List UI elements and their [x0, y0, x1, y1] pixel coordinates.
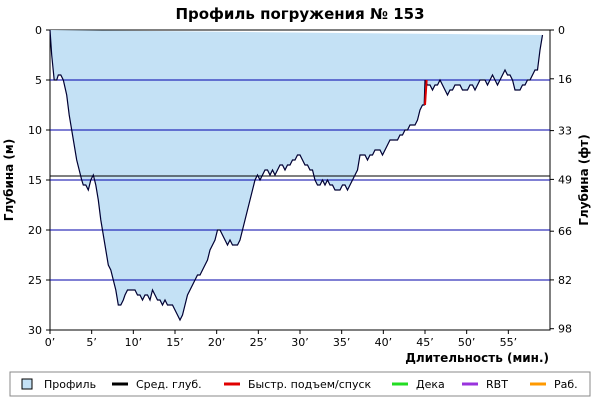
legend-label: Профиль — [44, 378, 96, 391]
y-right-tick-label: 16 — [558, 73, 572, 86]
y-left-tick-label: 0 — [35, 24, 42, 37]
x-tick-label: 5’ — [86, 336, 97, 349]
x-tick-label: 0’ — [45, 336, 56, 349]
y-right-tick-label: 98 — [558, 323, 572, 336]
y-left-tick-label: 5 — [35, 74, 42, 87]
x-tick-label: 20’ — [208, 336, 226, 349]
y-axis-right-ticks: 0 16 33 49 66 82 98 — [550, 24, 572, 336]
x-tick-label: 10’ — [125, 336, 143, 349]
x-axis-title: Длительность (мин.) — [405, 351, 549, 365]
y-right-tick-label: 49 — [558, 173, 572, 186]
y-axis-right-title: Глубина (фт) — [577, 134, 591, 225]
legend: Профиль Сред. глуб. Быстр. подъем/спуск Дек… — [9, 371, 591, 397]
legend-label: Сред. глуб. — [136, 378, 202, 391]
x-tick-label: 55’ — [500, 336, 518, 349]
legend-box — [9, 371, 591, 397]
legend-label: Раб. — [554, 378, 578, 391]
y-right-tick-label: 33 — [558, 125, 572, 138]
profile-area — [50, 30, 543, 320]
profile-line — [49, 29, 544, 322]
y-left-tick-label: 20 — [28, 224, 42, 237]
x-tick-label: 45’ — [416, 336, 434, 349]
legend-swatch — [21, 378, 33, 390]
x-tick-label: 50’ — [458, 336, 476, 349]
chart-title: Профиль погружения № 153 — [175, 5, 424, 23]
y-axis-left-ticks: 0 5 10 15 20 25 30 — [28, 24, 50, 337]
x-tick-label: 35’ — [333, 336, 351, 349]
y-left-tick-label: 15 — [28, 174, 42, 187]
fast-ascent-segment — [424, 79, 428, 106]
x-tick-label: 15’ — [166, 336, 184, 349]
y-right-tick-label: 66 — [558, 225, 572, 238]
x-tick-label: 40’ — [375, 336, 393, 349]
x-axis-ticks: 0’ 5’ 10’ 15’ 20’ 25’ 30’ 35’ 40’ 45’ 50’ 55’ — [45, 330, 517, 349]
legend-label: RBT — [486, 378, 508, 391]
legend-label: Дека — [416, 378, 445, 391]
y-left-tick-label: 10 — [28, 124, 42, 137]
x-tick-label: 30’ — [291, 336, 309, 349]
y-left-tick-label: 30 — [28, 324, 42, 337]
y-axis-left-title: Глубина (м) — [2, 139, 16, 221]
grid-lines — [50, 79, 550, 281]
y-right-tick-label: 82 — [558, 274, 572, 287]
y-left-tick-label: 25 — [28, 274, 42, 287]
x-tick-label: 25’ — [250, 336, 268, 349]
y-right-tick-label: 0 — [558, 24, 565, 37]
legend-label: Быстр. подъем/спуск — [248, 378, 372, 391]
